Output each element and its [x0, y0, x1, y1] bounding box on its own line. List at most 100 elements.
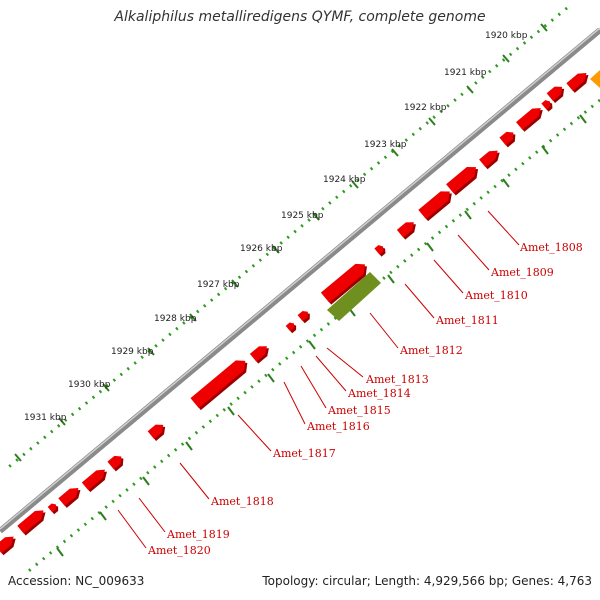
accession-text: Accession: NC_009633 — [8, 574, 145, 588]
leader-line — [315, 355, 347, 392]
gene-label-amet-1816[interactable]: Amet_1816 — [306, 420, 370, 433]
scale-ticks — [14, 23, 548, 462]
gene-label-amet-1820[interactable]: Amet_1820 — [147, 544, 211, 557]
inner-major-tick — [579, 114, 587, 124]
leader-line — [138, 497, 166, 533]
map-title: Alkaliphilus metalliredigens QYMF, compl… — [114, 9, 486, 25]
scale-label-1930: 1930 kbp — [68, 380, 111, 390]
gene-label-amet-1811[interactable]: Amet_1811 — [435, 314, 499, 327]
leader-line — [117, 509, 147, 549]
gene-label-amet-1813[interactable]: Amet_1813 — [365, 373, 429, 386]
inner-major-tick — [308, 340, 316, 350]
gene-arrow — [479, 150, 498, 168]
scale-label-1926: 1926 kbp — [240, 244, 283, 254]
gene-arrow — [285, 322, 295, 332]
scale-label-1928: 1928 kbp — [154, 314, 197, 324]
inner-major-tick — [227, 406, 235, 416]
gene-label-amet-1817[interactable]: Amet_1817 — [272, 447, 336, 460]
inner-major-tick — [99, 511, 107, 521]
genome-backbone — [0, 27, 600, 534]
gene-label-amet-1809[interactable]: Amet_1809 — [490, 266, 554, 279]
genome-summary-text: Topology: circular; Length: 4,929,566 bp… — [262, 574, 592, 588]
leader-line — [433, 259, 464, 294]
gene-arrow — [47, 503, 57, 513]
scale-label-1920: 1920 kbp — [485, 31, 528, 41]
leader-line — [457, 234, 490, 271]
leader-line — [326, 347, 364, 378]
scale-major-tick — [147, 347, 155, 356]
leader-line — [237, 414, 272, 452]
scale-major-tick — [502, 54, 510, 63]
scale-major-tick — [189, 313, 197, 322]
gene-label-amet-1812[interactable]: Amet_1812 — [399, 344, 463, 357]
inner-ticks — [56, 114, 587, 557]
inner-major-tick — [426, 242, 434, 252]
gene-features — [0, 70, 600, 556]
gene-arrow — [396, 222, 414, 238]
scale-label-1923: 1923 kbp — [364, 140, 407, 150]
inner-major-tick — [56, 547, 64, 557]
scale-major-tick — [14, 453, 22, 462]
gene-arrow — [249, 346, 267, 362]
scale-major-tick — [272, 245, 280, 254]
scale-major-tick — [58, 417, 66, 426]
gene-arrow — [190, 360, 246, 409]
leader-line — [283, 381, 306, 425]
gene-arrow — [147, 424, 164, 439]
gene-arrow — [418, 191, 450, 220]
leader-line — [369, 312, 399, 349]
gene-arrow — [81, 469, 105, 491]
inner-major-tick — [267, 373, 275, 383]
label-leader-lines — [117, 210, 520, 549]
gene-arrow — [374, 245, 384, 255]
leader-line — [300, 365, 327, 409]
scale-major-tick — [391, 148, 399, 157]
gene-label-amet-1808[interactable]: Amet_1808 — [519, 241, 583, 254]
gene-arrow — [0, 536, 14, 554]
scale-label-1922: 1922 kbp — [404, 103, 447, 113]
inner-major-tick — [541, 145, 549, 155]
gene-label-amet-1810[interactable]: Amet_1810 — [464, 289, 528, 302]
gene-arrow — [17, 510, 44, 534]
scale-major-tick — [428, 117, 436, 126]
scale-major-tick — [102, 383, 110, 392]
scale-label-1925: 1925 kbp — [281, 211, 324, 221]
inner-major-tick — [142, 476, 150, 486]
scale-major-tick — [312, 212, 320, 221]
gene-label-amet-1818[interactable]: Amet_1818 — [210, 495, 274, 508]
inner-major-tick — [464, 210, 472, 220]
gene-arrow — [546, 86, 563, 101]
gene-arrow — [107, 455, 122, 470]
inner-major-tick — [502, 178, 510, 188]
gene-arrow-highlight — [327, 272, 381, 321]
gene-arrow-other — [590, 70, 600, 88]
inner-major-tick — [387, 274, 395, 284]
genome-backbone-highlight — [0, 27, 600, 530]
gene-label-amet-1815[interactable]: Amet_1815 — [327, 404, 391, 417]
gene-arrow — [516, 108, 541, 130]
scale-label-1924: 1924 kbp — [323, 175, 366, 185]
scale-major-tick — [231, 279, 239, 288]
leader-line — [179, 462, 210, 500]
scale-label-1927: 1927 kbp — [197, 280, 240, 290]
inner-major-tick — [185, 441, 193, 451]
gene-arrow — [58, 487, 79, 506]
gene-arrow — [320, 263, 365, 303]
scale-label-1931: 1931 kbp — [24, 413, 67, 423]
inner-track — [24, 98, 600, 576]
gene-arrow — [297, 310, 308, 322]
gene-arrow — [566, 72, 587, 91]
gene-label-amet-1819[interactable]: Amet_1819 — [166, 528, 230, 541]
scale-label-1929: 1929 kbp — [111, 347, 154, 357]
gene-arrow — [446, 166, 477, 194]
scale-major-tick — [351, 180, 359, 189]
scale-major-tick — [540, 23, 548, 32]
leader-line — [404, 283, 435, 319]
leader-line — [487, 210, 520, 246]
gene-arrow — [541, 100, 551, 110]
gene-label-amet-1814[interactable]: Amet_1814 — [347, 387, 411, 400]
scale-major-tick — [466, 85, 474, 94]
scale-label-1921: 1921 kbp — [444, 68, 487, 78]
